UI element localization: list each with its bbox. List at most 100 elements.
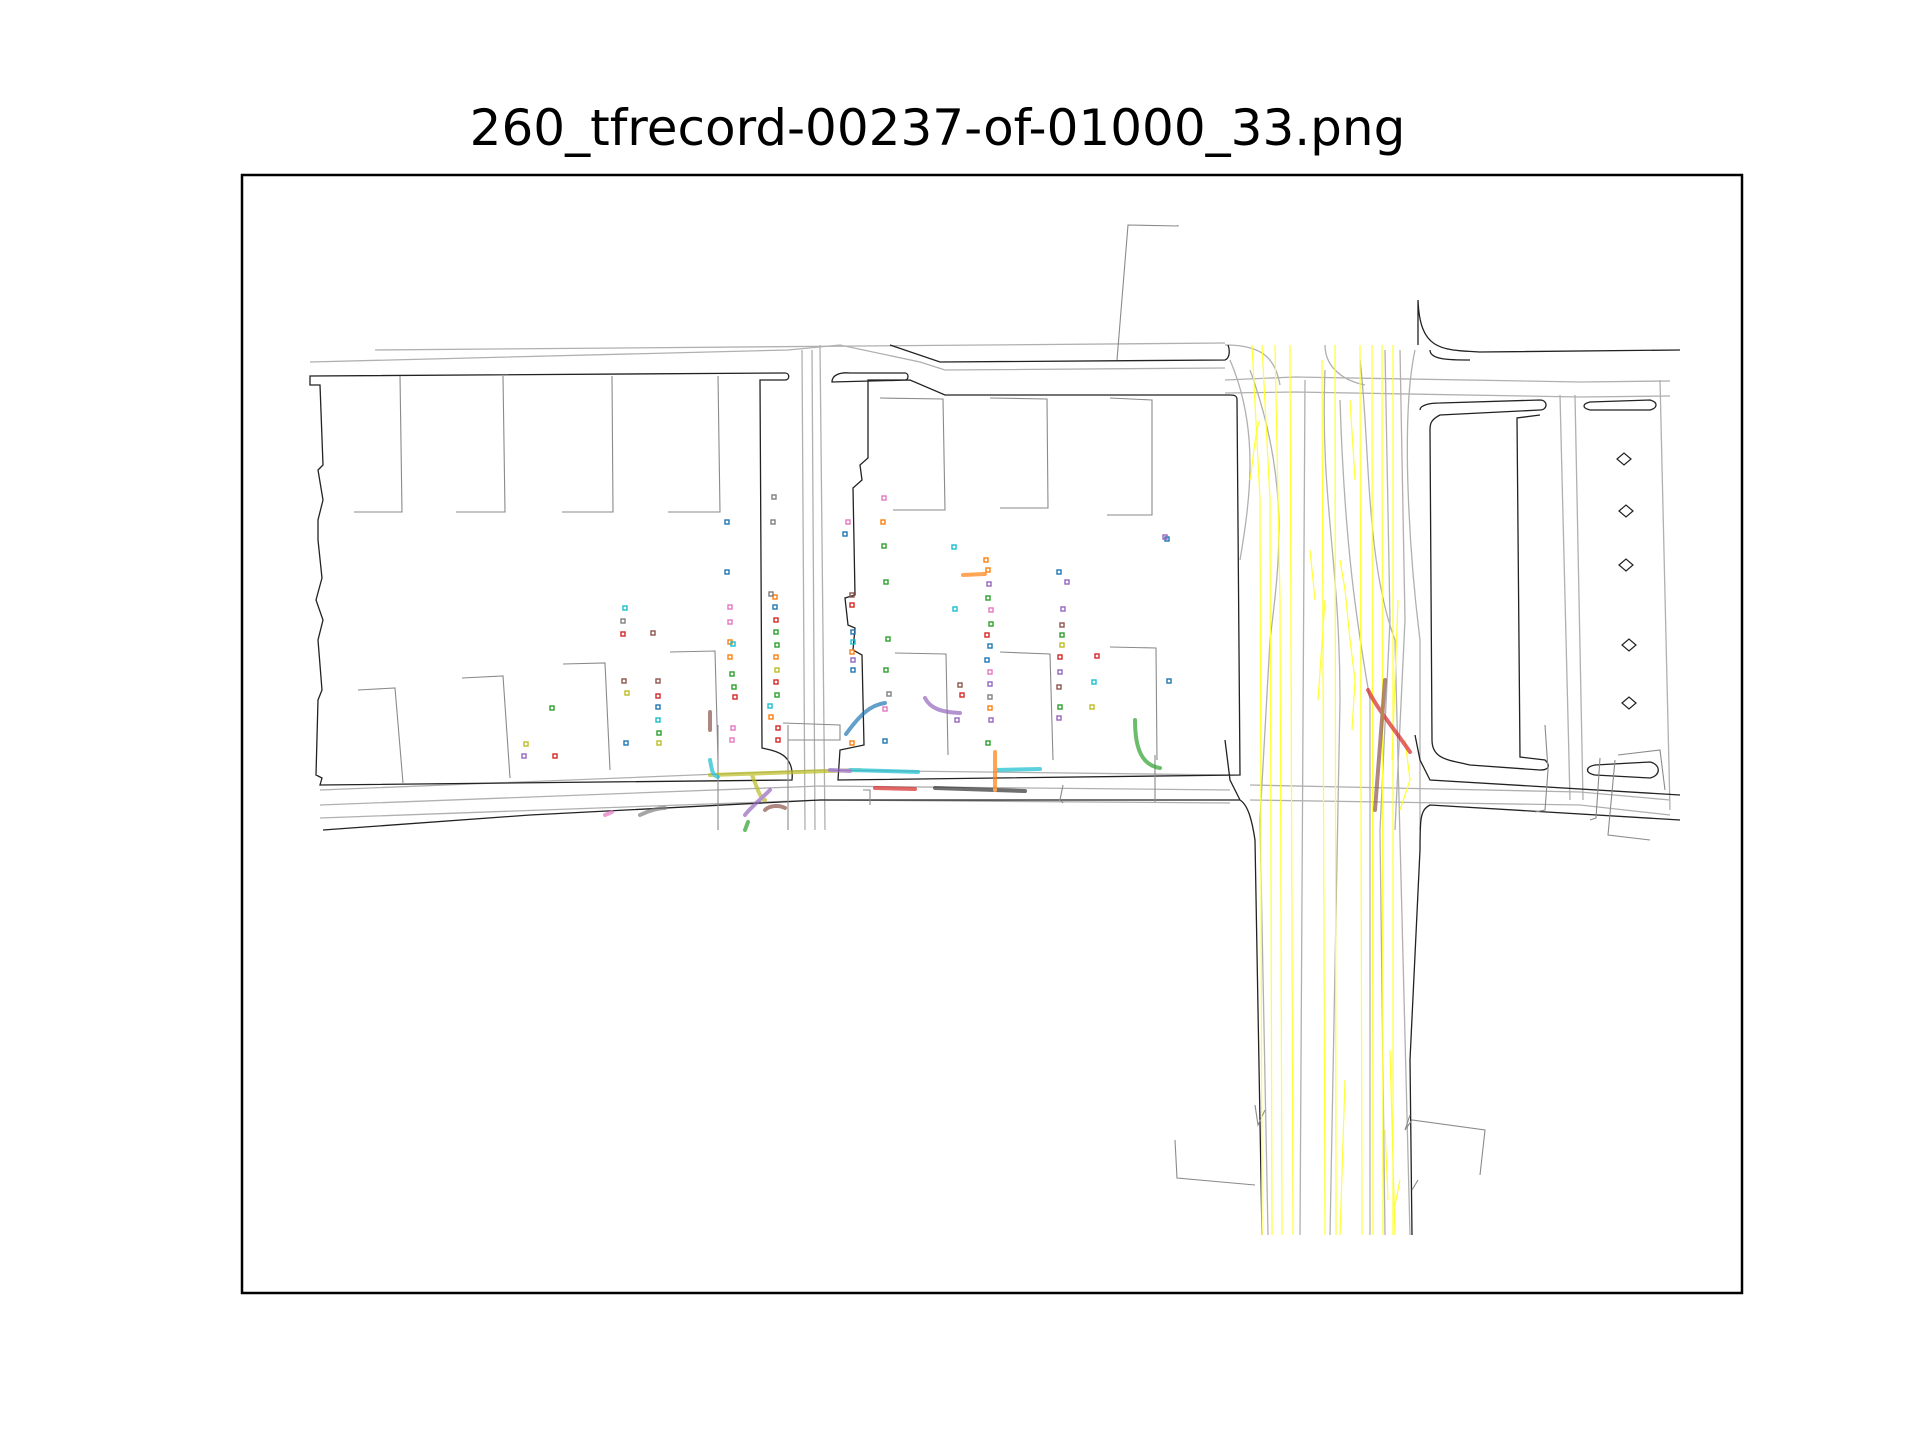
trajectory (848, 768, 920, 774)
agent-marker (850, 657, 856, 663)
agent-marker (732, 694, 738, 700)
agent-marker (984, 632, 990, 638)
agent-marker (988, 621, 994, 627)
trajectory (743, 820, 750, 832)
agent-marker (767, 703, 773, 709)
agent-marker (774, 642, 780, 648)
agent-marker (730, 641, 736, 647)
trajectory (923, 696, 962, 715)
agent-marker (849, 740, 855, 746)
agent-marker (951, 544, 957, 550)
agent-marker (883, 579, 889, 585)
agent-marker (983, 557, 989, 563)
agent-marker (655, 693, 661, 699)
trajectory (828, 768, 852, 773)
trajectory (708, 758, 720, 779)
agent-marker (952, 606, 958, 612)
plot-frame (240, 173, 1744, 1295)
agent-marker (771, 494, 777, 500)
trajectory (873, 786, 917, 791)
agent-trajectories (603, 572, 1412, 832)
road-edges (309, 299, 1681, 1236)
agent-marker (523, 741, 529, 747)
agent-marker (987, 669, 993, 675)
median-markers (1616, 452, 1637, 710)
agent-marker (650, 630, 656, 636)
agent-marker (773, 629, 779, 635)
agent-marker (1057, 654, 1063, 660)
agent-marker (985, 595, 991, 601)
agent-marker (549, 705, 555, 711)
agent-marker (1094, 653, 1100, 659)
agent-marker (1089, 704, 1095, 710)
agent-marker (775, 737, 781, 743)
agent-marker (850, 629, 856, 635)
agent-marker (656, 730, 662, 736)
agent-marker (729, 737, 735, 743)
agent-marker (724, 519, 730, 525)
agent-marker (624, 690, 630, 696)
agent-marker (521, 753, 527, 759)
trajectory (961, 572, 987, 577)
agent-marker (1064, 579, 1070, 585)
agent-marker (768, 714, 774, 720)
agent-marker (770, 519, 776, 525)
agent-marker (768, 591, 774, 597)
agent-marker (988, 717, 994, 723)
trajectory (603, 810, 614, 817)
agent-marker (987, 694, 993, 700)
trajectory (638, 806, 667, 817)
agent-marker (774, 692, 780, 698)
trajectory (1366, 688, 1412, 754)
trajectory (743, 788, 772, 817)
lane-markings-yellow (1249, 344, 1411, 1236)
agent-marker (731, 684, 737, 690)
trajectory (993, 767, 1042, 772)
agent-marker (985, 567, 991, 573)
agent-marker (773, 679, 779, 685)
agent-marker (986, 581, 992, 587)
agent-marker (1166, 678, 1172, 684)
trajectory (1373, 678, 1387, 812)
agent-marker (886, 691, 892, 697)
agent-marker (655, 678, 661, 684)
agent-marker (885, 636, 891, 642)
agent-marker (727, 619, 733, 625)
agent-marker (620, 631, 626, 637)
agent-marker (775, 725, 781, 731)
agent-marker (622, 605, 628, 611)
agent-marker (882, 706, 888, 712)
agent-marker (1059, 622, 1065, 628)
trajectory (933, 786, 1027, 793)
agent-marker (1057, 704, 1063, 710)
agent-marker (987, 705, 993, 711)
agent-marker (1162, 534, 1168, 540)
agent-marker (883, 667, 889, 673)
agent-marker (730, 725, 736, 731)
agent-marker (987, 681, 993, 687)
agent-marker (959, 692, 965, 698)
agent-marker (620, 618, 626, 624)
agent-marker (954, 717, 960, 723)
agent-marker (842, 531, 848, 537)
trajectory (1133, 718, 1162, 770)
agent-marker (850, 639, 856, 645)
trajectory (750, 773, 767, 802)
agent-marker (984, 657, 990, 663)
agent-marker (774, 667, 780, 673)
agent-marker (849, 592, 855, 598)
agent-marker (1059, 632, 1065, 638)
agent-marker (988, 607, 994, 613)
agent-marker (727, 604, 733, 610)
agent-marker (987, 643, 993, 649)
agent-marker (655, 704, 661, 710)
agent-marker (656, 740, 662, 746)
agent-marker (773, 617, 779, 623)
agent-marker (1056, 715, 1062, 721)
agent-marker (727, 654, 733, 660)
agent-marker (724, 569, 730, 575)
agent-marker (850, 667, 856, 673)
agent-markers (521, 494, 1172, 759)
agent-marker (1060, 606, 1066, 612)
